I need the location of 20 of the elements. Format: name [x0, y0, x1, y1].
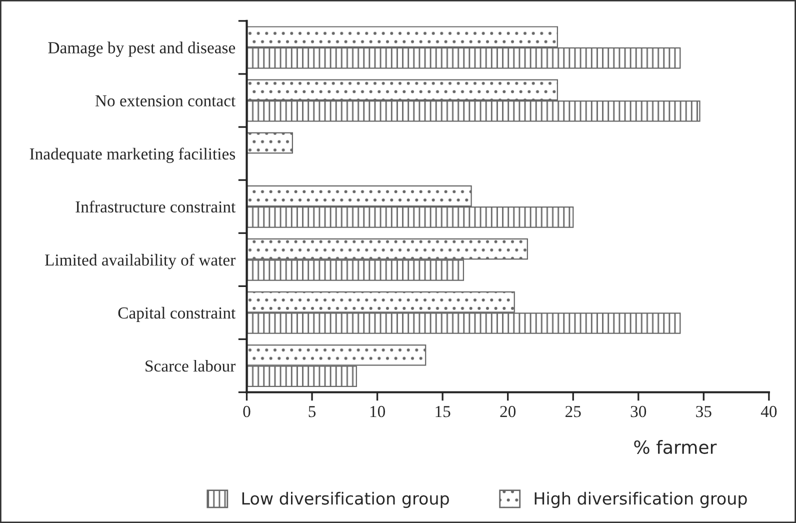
y-tick-label: Infrastructure constraint	[76, 200, 236, 213]
y-tick-label: Scarce labour	[146, 360, 236, 372]
x-tick-label: 10	[370, 406, 385, 418]
x-tick-label: 5	[308, 406, 316, 418]
y-tick-label: No extension contact	[95, 95, 236, 106]
x-axis-title: % farmer	[634, 440, 717, 454]
x-tick-label: 25	[566, 406, 581, 418]
y-tick-label: Inadequate marketing facilities	[30, 148, 236, 163]
x-tick-label: 15	[436, 406, 450, 418]
x-tick-label: 40	[760, 406, 777, 418]
x-tick-label: 35	[696, 406, 712, 418]
y-tick-label: Capital constraint	[118, 306, 236, 322]
bar	[246, 132, 294, 154]
x-tick-label: 20	[500, 406, 516, 418]
legend-label: Low diversification group	[242, 492, 449, 508]
y-tick-label: Limited availability of water	[44, 254, 236, 270]
y-tick-label: Damage by pest and disease	[48, 42, 236, 57]
x-tick-label: 30	[630, 406, 646, 418]
x-tick-label: 0	[243, 406, 250, 418]
legend-label: High diversification group	[534, 492, 747, 508]
